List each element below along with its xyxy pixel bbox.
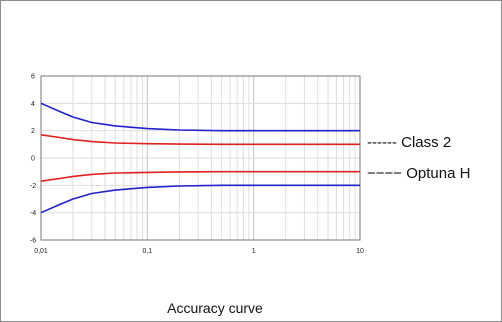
y-tick-label: 4 (31, 101, 35, 108)
series-lines (40, 102, 360, 214)
y-tick-label: -6 (30, 238, 36, 245)
y-tick-label: 0 (31, 156, 35, 163)
legend-item-optuna-h: −−−− Optuna H (367, 165, 470, 182)
grid-lines (40, 75, 360, 241)
series-line-3 (40, 170, 360, 182)
y-tick-label: 6 (31, 74, 35, 81)
series-line-2 (40, 134, 360, 146)
series-line-1 (40, 184, 360, 214)
y-tick-label: -4 (30, 210, 36, 217)
y-tick-label: -2 (30, 183, 36, 190)
legend-item-class-2: ------ Class 2 (367, 134, 451, 151)
x-tick-label: 0,01 (34, 248, 48, 255)
x-tick-label: 0,1 (142, 248, 152, 255)
series-line-0 (40, 102, 360, 132)
plot-area (40, 75, 361, 241)
chart-caption: Accuracy curve (167, 300, 263, 316)
x-tick-label: 1 (252, 248, 256, 255)
legend: ------ Class 2 −−−− Optuna H (367, 134, 470, 182)
x-tick-label: 10 (356, 248, 364, 255)
y-tick-label: 2 (31, 128, 35, 135)
axis-ticks: 0,01 0,1 1 10 6 4 2 0 -2 -4 -6 (30, 74, 364, 256)
